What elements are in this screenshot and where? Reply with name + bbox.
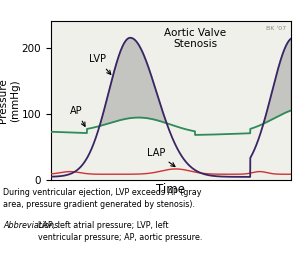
Text: Aortic Valve
Stenosis: Aortic Valve Stenosis bbox=[164, 28, 226, 49]
Text: AP: AP bbox=[70, 106, 85, 126]
Text: LVP: LVP bbox=[89, 54, 111, 74]
Text: Abbreviations:: Abbreviations: bbox=[3, 221, 64, 230]
X-axis label: Time: Time bbox=[157, 183, 185, 196]
Text: LAP, left atrial pressure; LVP, left
ventricular pressure; AP, aortic pressure.: LAP, left atrial pressure; LVP, left ven… bbox=[38, 221, 203, 242]
Text: BK '07: BK '07 bbox=[266, 26, 286, 31]
Y-axis label: Pressure
(mmHg): Pressure (mmHg) bbox=[0, 78, 20, 123]
Text: LAP: LAP bbox=[147, 148, 175, 166]
Text: During ventricular ejection, LVP exceeds AP (gray
area, pressure gradient genera: During ventricular ejection, LVP exceeds… bbox=[3, 188, 202, 209]
